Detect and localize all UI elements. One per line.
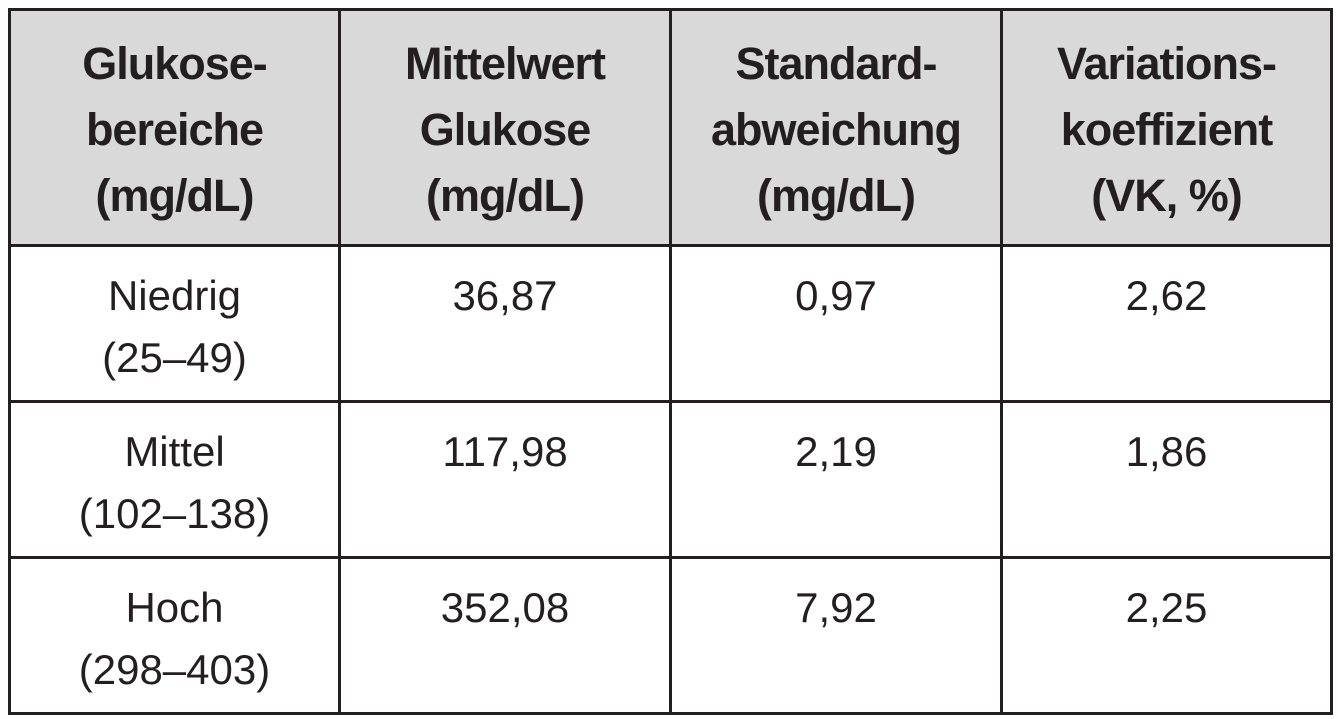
header-cell: Glukose-bereiche (mg/dL) — [8, 8, 341, 247]
cell-line: bereiche — [85, 104, 264, 155]
cell-line: Mittel — [124, 428, 225, 475]
table-cell: 2,62 — [1000, 244, 1333, 403]
cell-line: (25–49) — [102, 334, 247, 381]
cell-line: 2,25 — [1125, 584, 1208, 631]
header-cell: Mittelwert Glukose (mg/dL) — [338, 8, 672, 247]
table-cell: 117,98 — [338, 400, 672, 559]
cell-line: (102–138) — [78, 490, 271, 537]
cell-line: (298–403) — [78, 646, 271, 693]
table-cell: Mittel (102–138) — [8, 400, 341, 559]
cell-line: Niedrig — [107, 272, 242, 319]
cell-line: Glukose- — [82, 38, 268, 89]
table-cell: 352,08 — [338, 556, 672, 715]
table-row: Niedrig (25–49) 36,87 0,97 2,62 — [8, 244, 1333, 403]
table-cell: Hoch (298–403) — [8, 556, 341, 715]
table-row: Hoch (298–403) 352,08 7,92 2,25 — [8, 556, 1333, 715]
table-cell: 2,19 — [669, 400, 1003, 559]
table-cell: Niedrig (25–49) — [8, 244, 341, 403]
cell-line: 1,86 — [1125, 428, 1208, 475]
header-row: Glukose-bereiche (mg/dL) Mittelwert Glukose… — [8, 8, 1333, 247]
table-cell: 7,92 — [669, 556, 1003, 715]
cell-line: 2,19 — [795, 428, 877, 475]
header-cell: Variations-koeffizient (VK, %) — [1000, 8, 1333, 247]
table-cell: 1,86 — [1000, 400, 1333, 559]
cell-line: 2,62 — [1125, 272, 1208, 319]
cell-line: 7,92 — [795, 584, 877, 631]
data-table: Glukose-bereiche (mg/dL) Mittelwert Glukose… — [8, 8, 1333, 715]
cell-line: (VK, %) — [1091, 170, 1243, 221]
cell-line: Variations- — [1056, 38, 1277, 89]
cell-line: 352,08 — [440, 584, 570, 631]
table-row: Mittel (102–138) 117,98 2,19 1,86 — [8, 400, 1333, 559]
table-body: Niedrig (25–49) 36,87 0,97 2,62 Mittel (102–13… — [8, 244, 1333, 715]
cell-line: 0,97 — [795, 272, 877, 319]
cell-line: (mg/dL) — [757, 170, 916, 221]
cell-line: (mg/dL) — [95, 170, 255, 221]
cell-line: 117,98 — [442, 428, 568, 475]
cell-line: Hoch — [125, 584, 224, 631]
cell-line: Glukose — [419, 104, 592, 155]
table-cell: 0,97 — [669, 244, 1003, 403]
cell-line: (mg/dL) — [426, 170, 585, 221]
cell-line: 36,87 — [452, 272, 558, 319]
cell-line: Mittelwert — [404, 38, 606, 89]
header-cell: Standard-abweichung (mg/dL) — [669, 8, 1003, 247]
table-cell: 2,25 — [1000, 556, 1333, 715]
table-cell: 36,87 — [338, 244, 672, 403]
cell-line: abweichung — [710, 104, 962, 155]
cell-line: koeffizient — [1060, 104, 1274, 155]
cell-line: Standard- — [735, 38, 937, 89]
